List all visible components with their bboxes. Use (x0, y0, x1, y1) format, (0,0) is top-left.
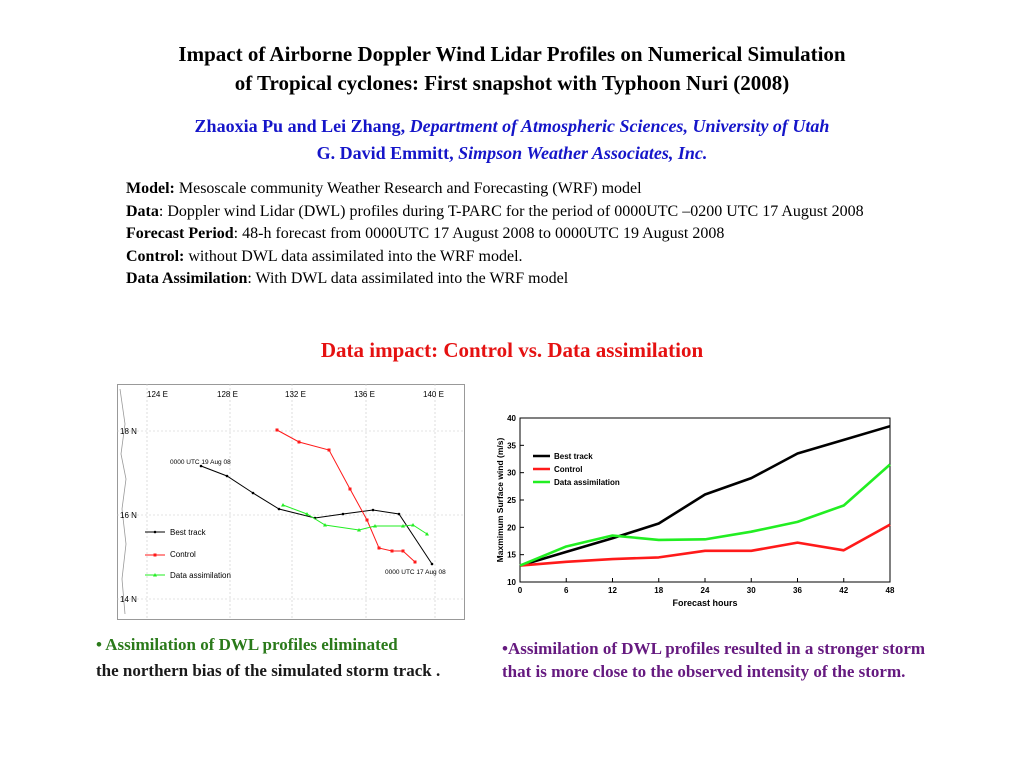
control-text: without DWL data assimilated into the WR… (184, 247, 523, 265)
right-caption: •Assimilation of DWL profiles resulted i… (502, 639, 926, 681)
track-start-annotation: 0000 UTC 19 Aug 08 (170, 459, 231, 466)
control-track-markers (275, 428, 417, 564)
y-tick-label: 20 (507, 523, 516, 532)
coastline (119, 388, 127, 615)
y-axis-label: Maxmimum Surface wind (m/s) (495, 437, 505, 562)
da-text: : With DWL data assimilated into the WRF… (247, 270, 569, 287)
series-line-0 (519, 424, 891, 567)
y-tick-label: 40 (507, 414, 516, 423)
series-line-1 (519, 523, 891, 567)
model-text: Mesoscale community Weather Research and… (174, 180, 642, 197)
legend-marker-best (153, 530, 157, 534)
legend-label: Best track (554, 452, 593, 461)
info-forecast: Forecast Period: 48-h forecast from 0000… (126, 223, 896, 246)
x-tick-label: 12 (608, 586, 617, 595)
intensity-chart: 10 15 20 25 30 35 40 0 6 12 18 24 30 36 42 48 Best trac… (490, 410, 900, 625)
legend-label-control: Control (170, 550, 196, 559)
experiment-info: Model: Mesoscale community Weather Resea… (126, 178, 896, 291)
author-line-2: G. David Emmitt, Simpson Weather Associa… (40, 140, 984, 167)
forecast-label: Forecast Period (126, 225, 234, 242)
y-tick-label: 30 (507, 469, 516, 478)
x-tick-label: 30 (747, 586, 756, 595)
model-label: Model: (126, 180, 175, 197)
author-names-1: Zhaoxia Pu and Lei Zhang, (194, 116, 406, 136)
title-line-1: Impact of Airborne Doppler Wind Lidar Pr… (178, 42, 846, 66)
lon-label: 124 E (147, 390, 168, 399)
info-model: Model: Mesoscale community Weather Resea… (126, 178, 896, 201)
x-tick-label: 48 (886, 586, 895, 595)
title-line-2: of Tropical cyclones: First snapshot wit… (234, 71, 790, 95)
left-caption-green: Assimilation of DWL profiles eliminated (101, 635, 398, 654)
author-block: Zhaoxia Pu and Lei Zhang, Department of … (40, 113, 984, 167)
left-caption-bullet: • (96, 635, 102, 654)
y-tick-label: 15 (507, 551, 516, 560)
track-map: 124 E 128 E 132 E 136 E 140 E 18 N 16 N … (117, 384, 465, 620)
data-text: : Doppler wind Lidar (DWL) profiles duri… (158, 202, 864, 220)
legend-label-best: Best track (170, 528, 207, 537)
lat-label: 16 N (120, 511, 137, 520)
x-tick-label: 42 (839, 586, 848, 595)
da-track-markers (281, 503, 429, 536)
lat-label: 18 N (120, 427, 137, 436)
x-tick-label: 6 (564, 586, 569, 595)
track-map-svg: 124 E 128 E 132 E 136 E 140 E 18 N 16 N … (117, 384, 465, 620)
da-track-line (282, 504, 428, 535)
lat-label: 14 N (120, 595, 137, 604)
legend-label: Data assimilation (554, 478, 620, 487)
affiliation-1: Department of Atmospheric Sciences, Univ… (409, 116, 830, 136)
info-data: Data: Doppler wind Lidar (DWL) profiles … (126, 201, 896, 224)
lon-label: 132 E (285, 390, 306, 399)
affiliation-2: Simpson Weather Associates, Inc. (458, 143, 708, 163)
left-caption: • Assimilation of DWL profiles eliminate… (96, 632, 476, 684)
map-border (117, 384, 465, 620)
section-subtitle: Data impact: Control vs. Data assimilati… (320, 338, 704, 362)
y-tick-label: 35 (507, 441, 516, 450)
x-tick-label: 24 (701, 586, 710, 595)
track-end-annotation: 0000 UTC 17 Aug 08 (385, 569, 446, 576)
author-line-1: Zhaoxia Pu and Lei Zhang, Department of … (40, 113, 984, 140)
best-track-markers (199, 464, 434, 566)
x-tick-label: 0 (518, 586, 523, 595)
series-line-2 (519, 463, 891, 567)
x-axis-label: Forecast hours (672, 598, 737, 608)
y-tick-label: 25 (507, 496, 516, 505)
da-label: Data Assimilation (126, 270, 248, 287)
info-control: Control: without DWL data assimilated in… (126, 246, 896, 269)
data-label: Data (126, 202, 159, 220)
lon-label: 136 E (354, 390, 375, 399)
map-legend: Best track Control Data assimilation (145, 528, 231, 580)
left-caption-rest: the northern bias of the simulated storm… (96, 661, 441, 680)
map-grid (117, 384, 465, 620)
lon-label: 140 E (423, 390, 444, 399)
intensity-chart-svg: 10 15 20 25 30 35 40 0 6 12 18 24 30 36 42 48 Best trac… (495, 414, 895, 608)
forecast-text: : 48-h forecast from 0000UTC 17 August 2… (233, 225, 725, 242)
legend-label-da: Data assimilation (170, 571, 231, 580)
author-names-2: G. David Emmitt, (316, 143, 454, 163)
lon-label: 128 E (217, 390, 238, 399)
legend-marker-control (153, 553, 157, 557)
page-title: Impact of Airborne Doppler Wind Lidar Pr… (40, 40, 984, 98)
legend-label: Control (554, 465, 582, 474)
y-tick-label: 10 (507, 578, 516, 587)
legend-marker-da (153, 573, 157, 577)
control-label: Control: (126, 247, 185, 265)
x-tick-label: 36 (793, 586, 802, 595)
x-tick-label: 18 (654, 586, 663, 595)
info-da: Data Assimilation: With DWL data assimil… (126, 268, 896, 291)
